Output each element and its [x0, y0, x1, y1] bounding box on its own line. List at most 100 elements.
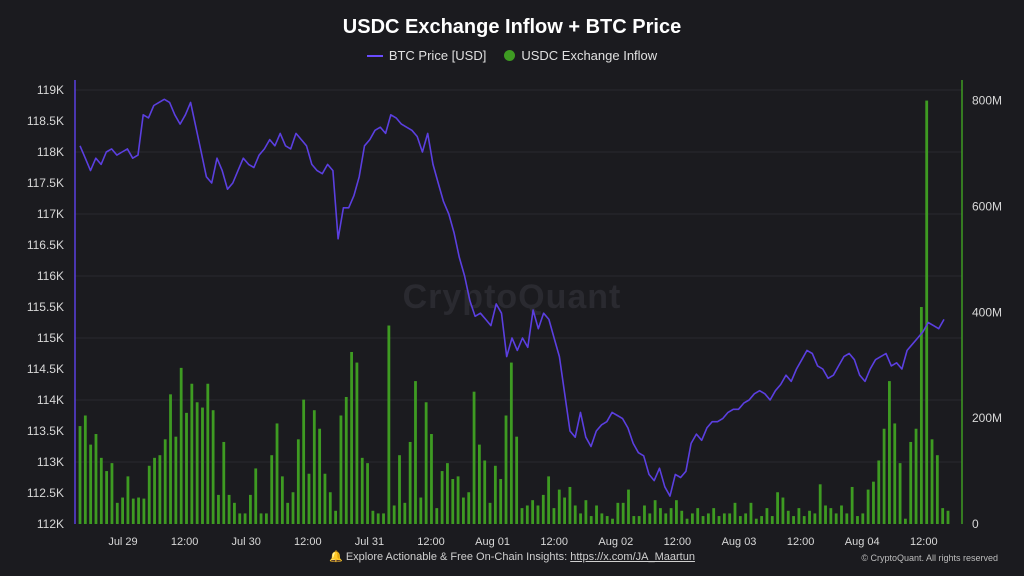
inflow-bar [680, 510, 684, 524]
inflow-bar [541, 494, 545, 524]
inflow-bar [808, 510, 811, 524]
footer-link[interactable]: https://x.com/JA_Maartun [570, 551, 695, 563]
inflow-bar [328, 492, 332, 524]
inflow-bar [105, 471, 109, 524]
inflow-bar [179, 367, 183, 524]
inflow-bar [115, 502, 119, 524]
inflow-bar [126, 476, 130, 524]
inflow-bar [941, 508, 945, 524]
inflow-bar [568, 486, 572, 524]
x-tick-label: Jul 30 [232, 536, 261, 548]
x-tick-label: 12:00 [294, 536, 322, 548]
inflow-bar [408, 441, 412, 524]
inflow-bar [781, 497, 785, 524]
inflow-bar [744, 513, 748, 524]
y-tick-label-left: 113.5K [27, 424, 64, 438]
inflow-bar [845, 513, 849, 524]
inflow-bar [754, 518, 758, 524]
inflow-bar [733, 502, 737, 524]
inflow-bar [669, 508, 673, 524]
inflow-bar [424, 402, 428, 524]
inflow-bar [233, 502, 236, 524]
inflow-bar [786, 510, 790, 524]
inflow-bar [802, 516, 806, 524]
inflow-bar [483, 460, 487, 524]
y-tick-label-right: 800M [972, 94, 1002, 108]
inflow-bar [211, 410, 215, 524]
legend: BTC Price [USD] USDC Exchange Inflow [0, 48, 1024, 63]
inflow-bar [339, 415, 343, 524]
inflow-bar [195, 402, 199, 524]
y-tick-label-right: 400M [972, 305, 1002, 319]
inflow-bar [856, 516, 859, 524]
x-tick-label: 12:00 [910, 536, 938, 548]
inflow-bar [307, 473, 311, 524]
inflow-bar [153, 457, 156, 524]
inflow-bar [110, 463, 114, 524]
footer-prefix: 🔔 Explore Actionable & Free On-Chain Ins… [329, 551, 571, 563]
inflow-bar [78, 426, 82, 524]
x-tick-label: Aug 03 [722, 536, 757, 548]
inflow-bar [621, 502, 625, 524]
inflow-bar [840, 505, 843, 524]
y-tick-label-left: 116.5K [27, 238, 64, 252]
y-tick-label-left: 117.5K [27, 176, 64, 190]
inflow-bar [563, 497, 566, 524]
inflow-bar [446, 463, 449, 524]
inflow-bar [185, 412, 188, 524]
legend-item-inflow[interactable]: USDC Exchange Inflow [504, 48, 657, 63]
inflow-bar [296, 439, 300, 524]
inflow-bar [355, 362, 359, 524]
y-tick-label-left: 114K [37, 393, 64, 407]
inflow-bar [589, 516, 593, 524]
inflow-bar [797, 508, 801, 524]
inflow-bar [334, 510, 338, 524]
inflow-bar [701, 516, 705, 524]
inflow-bar [291, 492, 295, 524]
inflow-bar [909, 441, 913, 524]
inflow-bar [302, 399, 306, 524]
inflow-bar [94, 434, 98, 524]
inflow-bar [142, 498, 146, 524]
inflow-bar [685, 518, 689, 524]
x-tick-label: Jul 31 [355, 536, 384, 548]
inflow-bar [403, 502, 407, 524]
inflow-bar [217, 494, 220, 524]
y-tick-label-left: 118.5K [27, 114, 64, 128]
inflow-bar [792, 516, 795, 524]
inflow-bar [877, 460, 881, 524]
inflow-bar [350, 351, 353, 524]
inflow-bar [850, 486, 854, 524]
inflow-bar [696, 508, 700, 524]
inflow-bar [515, 436, 519, 524]
inflow-bar [238, 513, 242, 524]
inflow-bar [121, 497, 125, 524]
y-tick-label-right: 200M [972, 411, 1002, 425]
x-tick-label: Aug 02 [598, 536, 633, 548]
inflow-bar [914, 428, 918, 524]
price-line [79, 98, 945, 497]
inflow-bar [493, 465, 497, 524]
inflow-bar [206, 383, 210, 524]
inflow-bar [898, 463, 902, 524]
inflow-bar [414, 381, 417, 524]
inflow-bar [925, 100, 929, 525]
inflow-bar [834, 513, 838, 524]
inflow-bar [637, 516, 641, 524]
line-swatch-icon [366, 54, 383, 57]
price-series-line [79, 98, 945, 497]
inflow-bar [430, 434, 433, 524]
inflow-bar [919, 307, 923, 524]
inflow-bar [387, 325, 391, 524]
y-tick-label-left: 112K [37, 517, 64, 531]
inflow-bar [323, 473, 327, 524]
legend-item-price[interactable]: BTC Price [USD] [366, 48, 486, 63]
chart-title: USDC Exchange Inflow + BTC Price [342, 16, 682, 38]
inflow-bar [366, 463, 369, 524]
inflow-bars [78, 100, 950, 525]
y-tick-label-left: 115K [37, 331, 64, 345]
x-tick-label: 12:00 [787, 536, 815, 548]
y-tick-label-right: 600M [972, 199, 1002, 213]
inflow-bar [813, 513, 817, 524]
